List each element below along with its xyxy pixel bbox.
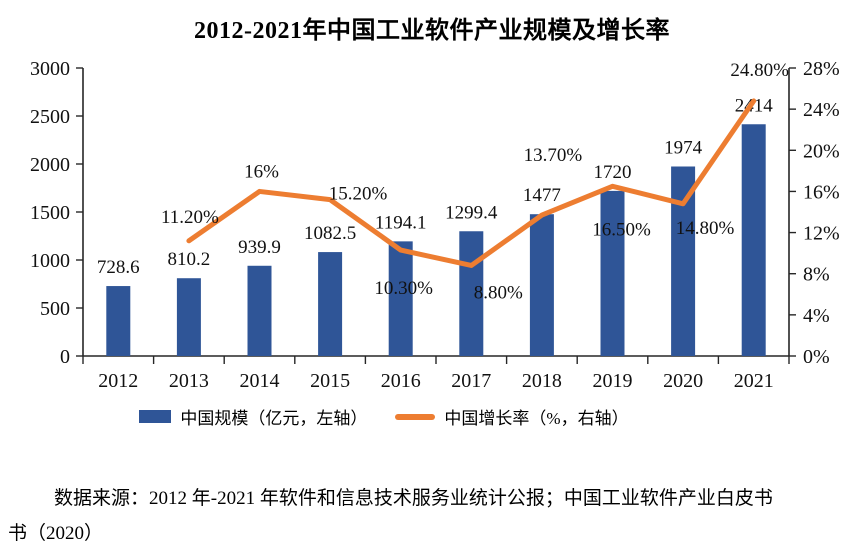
- bar-2019: [600, 190, 625, 356]
- right-tick-label: 16%: [803, 181, 840, 203]
- left-tick-label: 2000: [30, 154, 70, 176]
- line-label-2018: 13.70%: [524, 145, 583, 166]
- right-tick-label: 24%: [803, 99, 840, 121]
- bar-label-2013: 810.2: [168, 249, 211, 270]
- bar-2013: [176, 278, 201, 356]
- bar-label-2017: 1299.4: [445, 202, 498, 223]
- chart-title: 2012-2021年中国工业软件产业规模及增长率: [194, 18, 670, 44]
- chart-canvas: 0 500 1000 1500 2000 2500 3000 0% 4% 8% 12% 16% 20% 2…: [30, 58, 840, 392]
- x-label-2021: 2021: [734, 370, 774, 392]
- legend-label-growth: 中国增长率（%，右轴）: [444, 409, 629, 428]
- bar-series-swatch-icon: [139, 410, 172, 423]
- bar-2012: [106, 286, 131, 356]
- bar-label-2021: 2414: [735, 95, 774, 116]
- chart-legend: 中国规模（亿元，左轴） 中国增长率（%，右轴）: [0, 404, 864, 429]
- x-label-2013: 2013: [169, 370, 209, 392]
- bar-label-2019: 1720: [594, 162, 632, 183]
- right-tick-label: 0%: [803, 346, 830, 368]
- right-tick-label: 28%: [803, 58, 840, 80]
- bar-label-2012: 728.6: [97, 257, 140, 278]
- line-label-2019: 16.50%: [592, 219, 651, 240]
- x-label-2020: 2020: [663, 370, 703, 392]
- report-page: 2012-2021年中国工业软件产业规模及增长率 0 500 1000 1500 200…: [0, 18, 864, 544]
- bar-2018: [529, 214, 554, 356]
- bar-2015: [318, 252, 343, 356]
- bar-label-2018: 1477: [523, 185, 561, 206]
- left-tick-label: 500: [40, 298, 70, 320]
- bar-2016: [388, 241, 413, 356]
- bar-label-2015: 1082.5: [304, 223, 356, 244]
- bar-2021: [741, 124, 766, 356]
- line-series-swatch-icon: [395, 413, 436, 420]
- left-tick-label: 0: [60, 346, 70, 368]
- growth-rate-line: [186, 98, 757, 268]
- source-note-line1: 数据来源：2012 年-2021 年软件和信息技术服务业统计公报；中国工业软件产…: [54, 488, 773, 509]
- x-label-2018: 2018: [522, 370, 562, 392]
- bar-2020: [671, 166, 696, 356]
- right-tick-label: 4%: [803, 305, 830, 327]
- right-tick-label: 20%: [803, 140, 840, 162]
- x-label-2015: 2015: [310, 370, 350, 392]
- x-label-2019: 2019: [593, 370, 633, 392]
- legend-item-scale: 中国规模（亿元，左轴）: [139, 404, 367, 429]
- line-label-2014: 16%: [244, 161, 279, 182]
- bar-label-2016: 1194.1: [375, 212, 427, 233]
- bar-label-2020: 1974: [664, 137, 703, 158]
- left-tick-label: 1000: [30, 250, 70, 272]
- legend-item-growth: 中国增长率（%，右轴）: [395, 404, 629, 429]
- x-label-2016: 2016: [381, 370, 421, 392]
- legend-label-scale: 中国规模（亿元，左轴）: [180, 409, 368, 428]
- x-label-2014: 2014: [240, 370, 280, 392]
- line-label-2013: 11.20%: [161, 207, 219, 228]
- line-label-2015: 15.20%: [329, 184, 388, 205]
- x-label-2012: 2012: [98, 370, 138, 392]
- left-tick-label: 1500: [30, 202, 70, 224]
- bar-2017: [459, 231, 484, 356]
- bar-label-2014: 939.9: [238, 237, 281, 258]
- bar-2014: [247, 265, 272, 356]
- line-label-2016: 10.30%: [374, 278, 433, 299]
- source-note: 数据来源：2012 年-2021 年软件和信息技术服务业统计公报；中国工业软件产…: [8, 481, 854, 551]
- source-note-line2: 书（2020）: [8, 523, 104, 544]
- right-tick-label: 12%: [803, 223, 840, 245]
- line-label-2021: 24.80%: [730, 60, 789, 81]
- left-tick-label: 2500: [30, 106, 70, 128]
- left-tick-label: 3000: [30, 58, 70, 80]
- right-tick-label: 8%: [803, 264, 830, 286]
- line-label-2020: 14.80%: [676, 218, 735, 239]
- x-label-2017: 2017: [451, 370, 491, 392]
- line-label-2017: 8.80%: [474, 282, 523, 303]
